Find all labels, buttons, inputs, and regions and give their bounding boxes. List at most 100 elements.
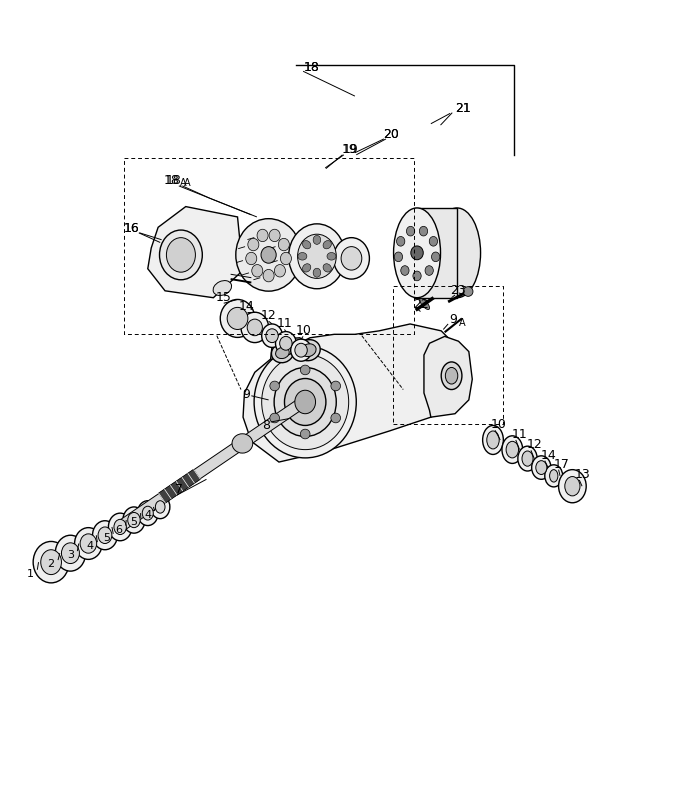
Ellipse shape bbox=[159, 230, 203, 280]
Ellipse shape bbox=[395, 252, 402, 262]
Ellipse shape bbox=[397, 237, 405, 246]
Ellipse shape bbox=[280, 252, 292, 265]
Ellipse shape bbox=[246, 252, 257, 265]
Ellipse shape bbox=[295, 343, 307, 357]
Polygon shape bbox=[120, 401, 301, 529]
Text: 4: 4 bbox=[144, 510, 151, 520]
Text: 6: 6 bbox=[116, 525, 122, 534]
Ellipse shape bbox=[274, 367, 336, 436]
Ellipse shape bbox=[482, 425, 503, 454]
Ellipse shape bbox=[41, 549, 61, 575]
Ellipse shape bbox=[532, 456, 551, 479]
Ellipse shape bbox=[333, 237, 370, 279]
Ellipse shape bbox=[33, 542, 69, 583]
Polygon shape bbox=[159, 469, 200, 503]
Ellipse shape bbox=[550, 470, 558, 482]
Text: 17: 17 bbox=[554, 457, 570, 471]
Ellipse shape bbox=[276, 332, 296, 355]
Ellipse shape bbox=[55, 535, 86, 571]
Text: 21: 21 bbox=[455, 102, 471, 115]
Text: 16: 16 bbox=[124, 222, 140, 235]
Text: 20: 20 bbox=[383, 127, 399, 141]
Text: 15: 15 bbox=[216, 292, 232, 304]
Ellipse shape bbox=[289, 224, 345, 288]
Ellipse shape bbox=[411, 246, 423, 259]
Ellipse shape bbox=[301, 343, 316, 357]
Polygon shape bbox=[148, 207, 241, 298]
Ellipse shape bbox=[298, 234, 336, 278]
Ellipse shape bbox=[502, 435, 523, 464]
Ellipse shape bbox=[80, 534, 97, 553]
Text: 11: 11 bbox=[512, 428, 527, 441]
Text: 7: 7 bbox=[175, 483, 183, 496]
Ellipse shape bbox=[313, 235, 321, 244]
Ellipse shape bbox=[285, 379, 326, 425]
Ellipse shape bbox=[545, 465, 563, 487]
Ellipse shape bbox=[128, 512, 140, 527]
Ellipse shape bbox=[298, 252, 307, 260]
Text: 18: 18 bbox=[166, 174, 182, 187]
Polygon shape bbox=[271, 338, 310, 369]
Ellipse shape bbox=[303, 264, 311, 272]
Ellipse shape bbox=[254, 346, 356, 458]
Text: A: A bbox=[180, 178, 187, 188]
Ellipse shape bbox=[166, 237, 196, 272]
Ellipse shape bbox=[536, 461, 547, 475]
Ellipse shape bbox=[248, 238, 259, 251]
Ellipse shape bbox=[280, 336, 292, 351]
Ellipse shape bbox=[74, 527, 102, 560]
Text: 22: 22 bbox=[413, 298, 429, 311]
Ellipse shape bbox=[266, 329, 278, 343]
Ellipse shape bbox=[303, 241, 311, 249]
Text: 4: 4 bbox=[87, 542, 94, 551]
Ellipse shape bbox=[522, 451, 533, 466]
Text: 18: 18 bbox=[303, 61, 319, 74]
Ellipse shape bbox=[247, 319, 262, 336]
Ellipse shape bbox=[109, 513, 132, 541]
Ellipse shape bbox=[241, 312, 269, 343]
Text: 5: 5 bbox=[130, 517, 138, 527]
Ellipse shape bbox=[323, 264, 331, 272]
Text: 10: 10 bbox=[295, 325, 311, 337]
Ellipse shape bbox=[98, 527, 112, 543]
Circle shape bbox=[270, 381, 280, 391]
Text: A: A bbox=[184, 178, 191, 188]
Ellipse shape bbox=[227, 307, 248, 329]
Text: 13: 13 bbox=[575, 468, 591, 481]
Polygon shape bbox=[243, 324, 459, 462]
Ellipse shape bbox=[261, 247, 276, 263]
Ellipse shape bbox=[271, 343, 294, 362]
Ellipse shape bbox=[123, 507, 145, 533]
Ellipse shape bbox=[393, 208, 441, 298]
Ellipse shape bbox=[313, 268, 321, 277]
Ellipse shape bbox=[263, 270, 274, 282]
Ellipse shape bbox=[420, 299, 429, 310]
Text: A: A bbox=[459, 318, 465, 328]
Ellipse shape bbox=[327, 252, 336, 260]
Text: 19: 19 bbox=[342, 144, 358, 156]
Text: 2: 2 bbox=[47, 559, 55, 569]
Ellipse shape bbox=[559, 470, 586, 503]
Ellipse shape bbox=[518, 446, 537, 471]
Ellipse shape bbox=[445, 367, 458, 384]
Ellipse shape bbox=[420, 226, 427, 236]
Ellipse shape bbox=[429, 237, 438, 246]
Ellipse shape bbox=[93, 521, 118, 549]
Ellipse shape bbox=[323, 241, 331, 249]
Ellipse shape bbox=[213, 281, 232, 296]
Ellipse shape bbox=[406, 226, 415, 236]
Text: 5: 5 bbox=[103, 533, 110, 543]
Ellipse shape bbox=[155, 501, 165, 513]
Text: 12: 12 bbox=[527, 439, 542, 451]
Text: 3: 3 bbox=[67, 550, 74, 560]
Text: 16: 16 bbox=[124, 222, 140, 235]
Ellipse shape bbox=[232, 434, 253, 453]
Circle shape bbox=[464, 287, 473, 296]
Ellipse shape bbox=[341, 247, 362, 270]
Text: 12: 12 bbox=[261, 309, 276, 322]
Ellipse shape bbox=[269, 230, 280, 241]
Polygon shape bbox=[424, 336, 473, 417]
Text: 9: 9 bbox=[449, 314, 457, 326]
Ellipse shape bbox=[274, 265, 285, 277]
Text: 23: 23 bbox=[450, 285, 466, 297]
